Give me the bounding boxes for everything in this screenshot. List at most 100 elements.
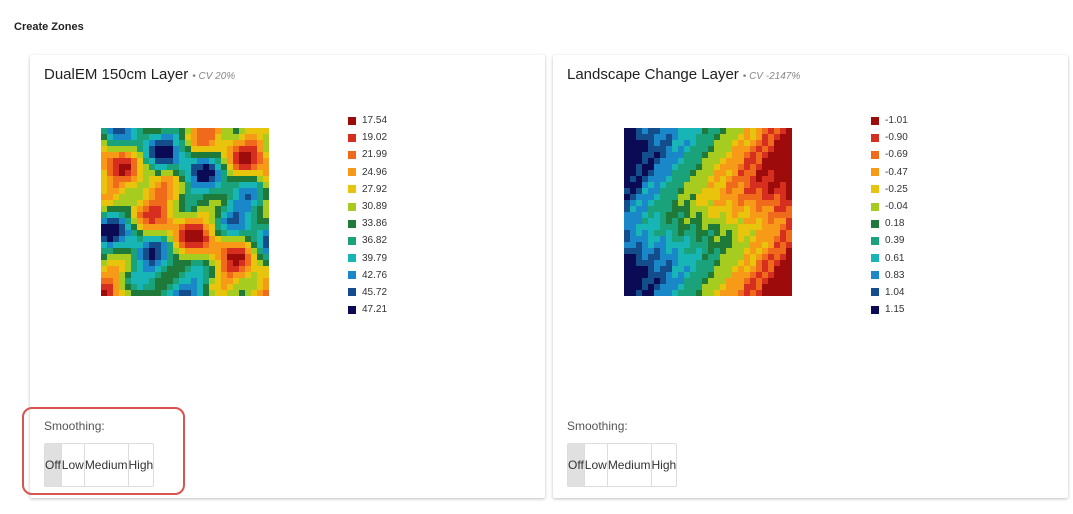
map-cell [720, 170, 726, 176]
map-cell [119, 278, 125, 284]
smoothing-option[interactable]: High [128, 458, 154, 472]
smoothing-option[interactable]: Off [45, 444, 62, 486]
map-cell [636, 218, 642, 224]
map-cell [684, 248, 690, 254]
map-cell [738, 158, 744, 164]
map-cell [167, 134, 173, 140]
map-cell [648, 260, 654, 266]
layer-cv: • CV -2147% [742, 71, 801, 82]
map-cell [768, 218, 774, 224]
map-cell [726, 278, 732, 284]
map-cell [690, 146, 696, 152]
smoothing-option[interactable]: Medium [608, 444, 652, 486]
map-cell [227, 212, 233, 218]
map-cell [732, 206, 738, 212]
map-cell [125, 194, 131, 200]
map-cell [642, 158, 648, 164]
map-cell [257, 272, 263, 278]
map-cell [125, 134, 131, 140]
map-cell [143, 128, 149, 134]
map-cell [624, 188, 630, 194]
smoothing-option[interactable]: High [651, 458, 677, 472]
map-cell [744, 170, 750, 176]
map-cell [263, 290, 269, 296]
map-cell [257, 146, 263, 152]
map-cell [780, 218, 786, 224]
map-cell [756, 152, 762, 158]
legend: 17.54 19.02 21.99 24.96 27.92 30.89 33.86 36.82… [348, 112, 387, 318]
map-cell [630, 206, 636, 212]
map-cell [197, 128, 203, 134]
map-cell [648, 164, 654, 170]
map-cell [756, 176, 762, 182]
map-cell [209, 200, 215, 206]
smoothing-option[interactable]: Low [62, 444, 85, 486]
map-cell [768, 146, 774, 152]
map-cell [251, 266, 257, 272]
map-cell [774, 170, 780, 176]
map-cell [215, 146, 221, 152]
map-cell [125, 164, 131, 170]
map-cell [185, 212, 191, 218]
map-cell [119, 230, 125, 236]
layer-map [624, 128, 792, 296]
map-cell [720, 200, 726, 206]
map-cell [245, 194, 251, 200]
map-cell [714, 146, 720, 152]
legend-label: 36.82 [362, 235, 388, 247]
map-cell [714, 260, 720, 266]
map-cell [762, 176, 768, 182]
smoothing-option[interactable]: Off [568, 444, 585, 486]
map-cell [774, 164, 780, 170]
map-cell [251, 152, 257, 158]
map-cell [161, 176, 167, 182]
map-cell [642, 242, 648, 248]
smoothing-option[interactable]: Low [585, 444, 608, 486]
map-cell [624, 194, 630, 200]
map-cell [209, 224, 215, 230]
map-cell [107, 248, 113, 254]
map-cell [215, 242, 221, 248]
map-cell [107, 152, 113, 158]
smoothing-option[interactable]: Medium [85, 444, 129, 486]
map-cell [630, 200, 636, 206]
map-cell [660, 164, 666, 170]
map-cell [702, 200, 708, 206]
legend-label: 21.99 [362, 149, 388, 161]
map-cell [263, 164, 269, 170]
map-cell [786, 134, 792, 140]
map-cell [173, 254, 179, 260]
map-cell [648, 134, 654, 140]
map-cell [786, 290, 792, 296]
map-cell [215, 182, 221, 188]
map-cell [197, 164, 203, 170]
map-cell [708, 128, 714, 134]
map-cell [744, 146, 750, 152]
map-cell [678, 152, 684, 158]
map-cell [720, 254, 726, 260]
map-cell [239, 236, 245, 242]
map-cell [221, 212, 227, 218]
map-cell [113, 242, 119, 248]
map-cell [732, 170, 738, 176]
map-cell [215, 272, 221, 278]
map-cell [179, 176, 185, 182]
map-cell [726, 218, 732, 224]
map-cell [648, 236, 654, 242]
map-cell [732, 200, 738, 206]
map-cell [233, 236, 239, 242]
map-cell [263, 266, 269, 272]
map-cell [726, 272, 732, 278]
map-cell [257, 290, 263, 296]
map-cell [245, 152, 251, 158]
map-cell [750, 224, 756, 230]
map-cell [131, 188, 137, 194]
map-cell [125, 188, 131, 194]
map-cell [762, 224, 768, 230]
map-cell [654, 278, 660, 284]
map-cell [672, 224, 678, 230]
map-cell [101, 146, 107, 152]
map-cell [149, 278, 155, 284]
map-cell [654, 170, 660, 176]
map-cell [167, 170, 173, 176]
